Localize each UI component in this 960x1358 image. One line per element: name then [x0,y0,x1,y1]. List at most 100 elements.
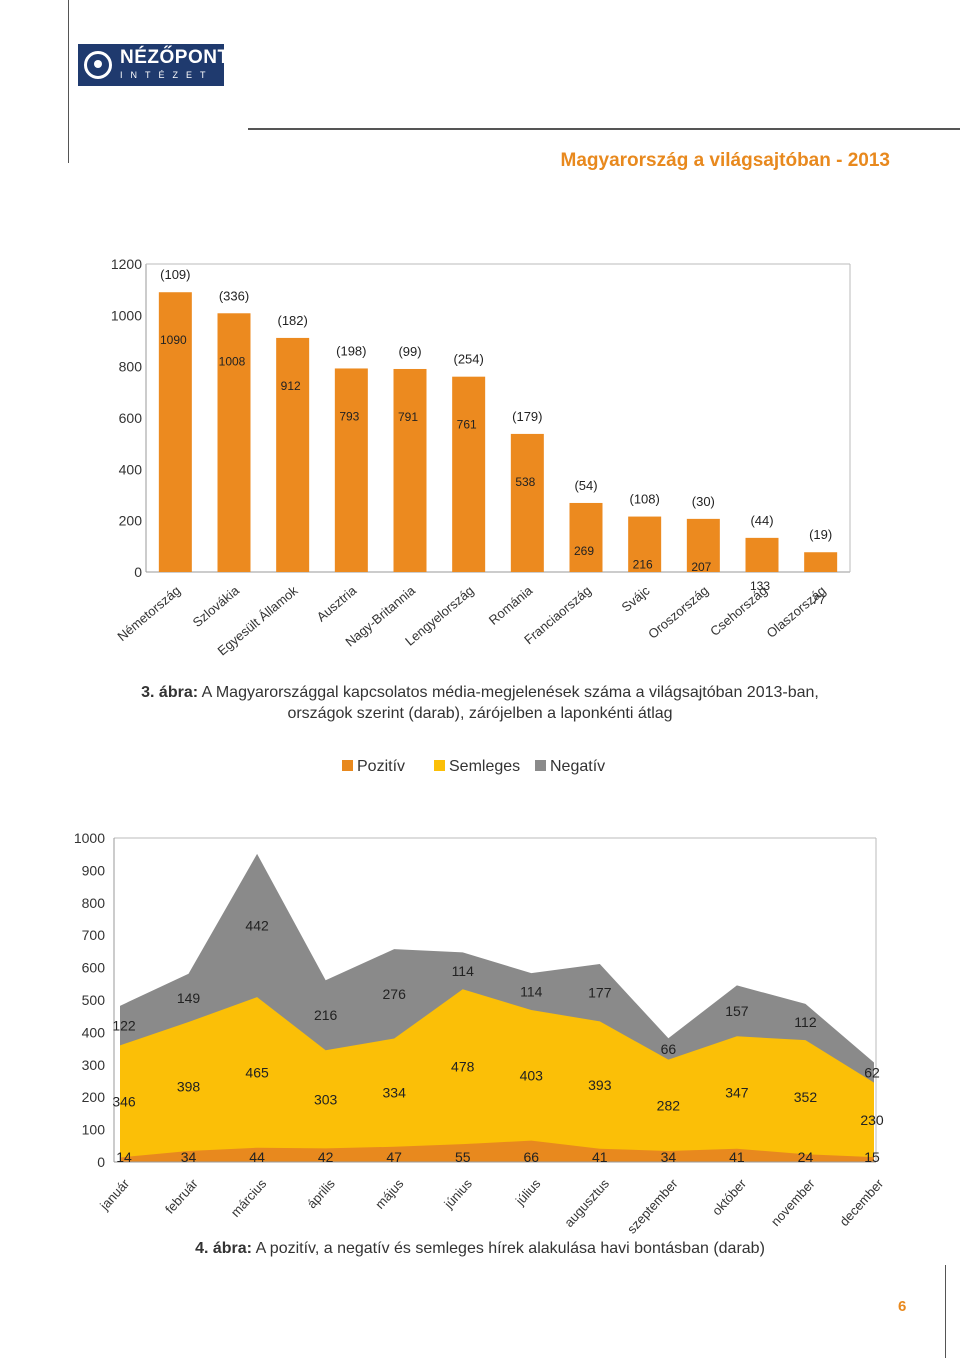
bar-value-label: 1090 [160,333,187,347]
legend-label: Negatív [550,758,605,775]
data-label: 334 [383,1085,407,1101]
data-label: 42 [318,1149,334,1165]
y-tick-label: 0 [134,564,142,580]
bar-value-label: 133 [750,579,770,593]
y-tick-label: 600 [82,960,106,976]
bar [393,368,427,572]
page-title: Magyarország a világsajtóban - 2013 [560,150,890,171]
y-tick-label: 800 [82,895,106,911]
data-label: 122 [112,1018,136,1034]
data-label: 14 [116,1149,132,1165]
legend-swatch [434,760,445,771]
bar-value-label: 216 [633,558,653,572]
data-label: 41 [729,1149,745,1165]
figure4-caption-label: 4. ábra: [195,1240,252,1257]
bar [276,337,310,572]
bar-value-label: 269 [574,544,594,558]
bar-average-label: (109) [160,267,190,282]
figure3-caption-line2: országok szerint (darab), zárójelben a l… [287,705,673,722]
legend-label: Pozitív [357,758,405,775]
y-tick-label: 600 [119,410,143,426]
page-number: 6 [898,1298,907,1315]
x-tick-label: március [228,1176,270,1220]
y-tick-label: 1000 [111,307,142,323]
data-label: 114 [452,963,475,979]
legend-label: Semleges [449,758,520,775]
x-tick-label: június [440,1176,475,1212]
data-label: 66 [661,1041,677,1057]
logo: NÉZŐPONT INTÉZET [78,44,229,86]
data-label: 44 [249,1149,265,1165]
bar [804,552,838,572]
bar-value-label: 1008 [219,354,246,368]
bar [686,518,720,572]
figure3-caption-label: 3. ábra: [141,684,199,701]
header-vertical-rule [68,0,69,163]
bar-average-label: (99) [398,344,421,359]
data-label: 157 [725,1003,749,1019]
x-tick-label: február [162,1175,201,1216]
bar [510,433,544,572]
bar [452,376,486,572]
bar-chart-countries: 020040060080010001200(109)1090Németorszá… [111,256,851,658]
bar-average-label: (108) [629,492,659,507]
bar-value-label: 793 [339,409,359,423]
logo-pupil-icon [94,60,102,68]
logo-name: NÉZŐPONT [120,47,230,68]
data-label: 55 [455,1149,471,1165]
data-label: 24 [798,1149,814,1165]
legend-swatch [535,760,546,771]
y-tick-label: 1000 [74,830,105,846]
data-label: 41 [592,1149,608,1165]
y-tick-label: 0 [97,1154,105,1170]
data-label: 346 [112,1093,136,1109]
bar [158,292,192,572]
data-label: 34 [181,1149,197,1165]
figure4-caption: 4. ábra: A pozitív, a negatív és semlege… [0,1238,960,1259]
y-tick-label: 400 [119,461,143,477]
data-label: 465 [245,1064,269,1080]
x-tick-label: május [372,1176,407,1212]
bar-average-label: (44) [750,513,773,528]
y-tick-label: 800 [119,359,143,375]
y-tick-label: 700 [82,927,106,943]
legend-swatch [342,760,353,771]
y-tick-label: 400 [82,1024,106,1040]
bar-average-label: (254) [453,352,483,367]
data-label: 216 [314,1007,338,1023]
data-label: 114 [520,984,543,1000]
bar [569,502,603,572]
data-label: 112 [794,1014,817,1030]
data-label: 398 [177,1079,201,1095]
y-tick-label: 1200 [111,256,142,272]
x-tick-label: november [768,1175,818,1228]
bar-value-label: 538 [515,475,535,489]
data-label: 276 [383,986,407,1002]
data-label: 177 [588,985,612,1001]
data-label: 62 [864,1065,880,1081]
data-label: 282 [657,1097,681,1113]
bar-value-label: 912 [281,379,301,393]
x-tick-label: szeptember [624,1175,681,1236]
bar-average-label: (54) [574,478,597,493]
figure3-caption-line1: A Magyarországgal kapcsolatos média-megj… [201,684,819,701]
bar-value-label: 791 [398,410,418,424]
y-tick-label: 100 [82,1122,106,1138]
x-tick-label: augusztus [561,1176,612,1230]
header-horizontal-rule [248,128,960,130]
data-label: 149 [177,990,201,1006]
bar-average-label: (179) [512,409,542,424]
area-series-1 [120,989,874,1162]
x-tick-label: december [836,1175,886,1228]
logo-eye-icon [84,51,112,79]
bar-value-label: 77 [812,593,826,607]
y-tick-label: 900 [82,862,106,878]
bar [745,537,779,572]
data-label: 34 [661,1149,677,1165]
data-label: 347 [725,1085,749,1101]
bar-value-label: 207 [691,560,711,574]
bar-average-label: (19) [809,527,832,542]
x-tick-label: április [304,1176,338,1212]
data-label: 478 [451,1059,475,1075]
